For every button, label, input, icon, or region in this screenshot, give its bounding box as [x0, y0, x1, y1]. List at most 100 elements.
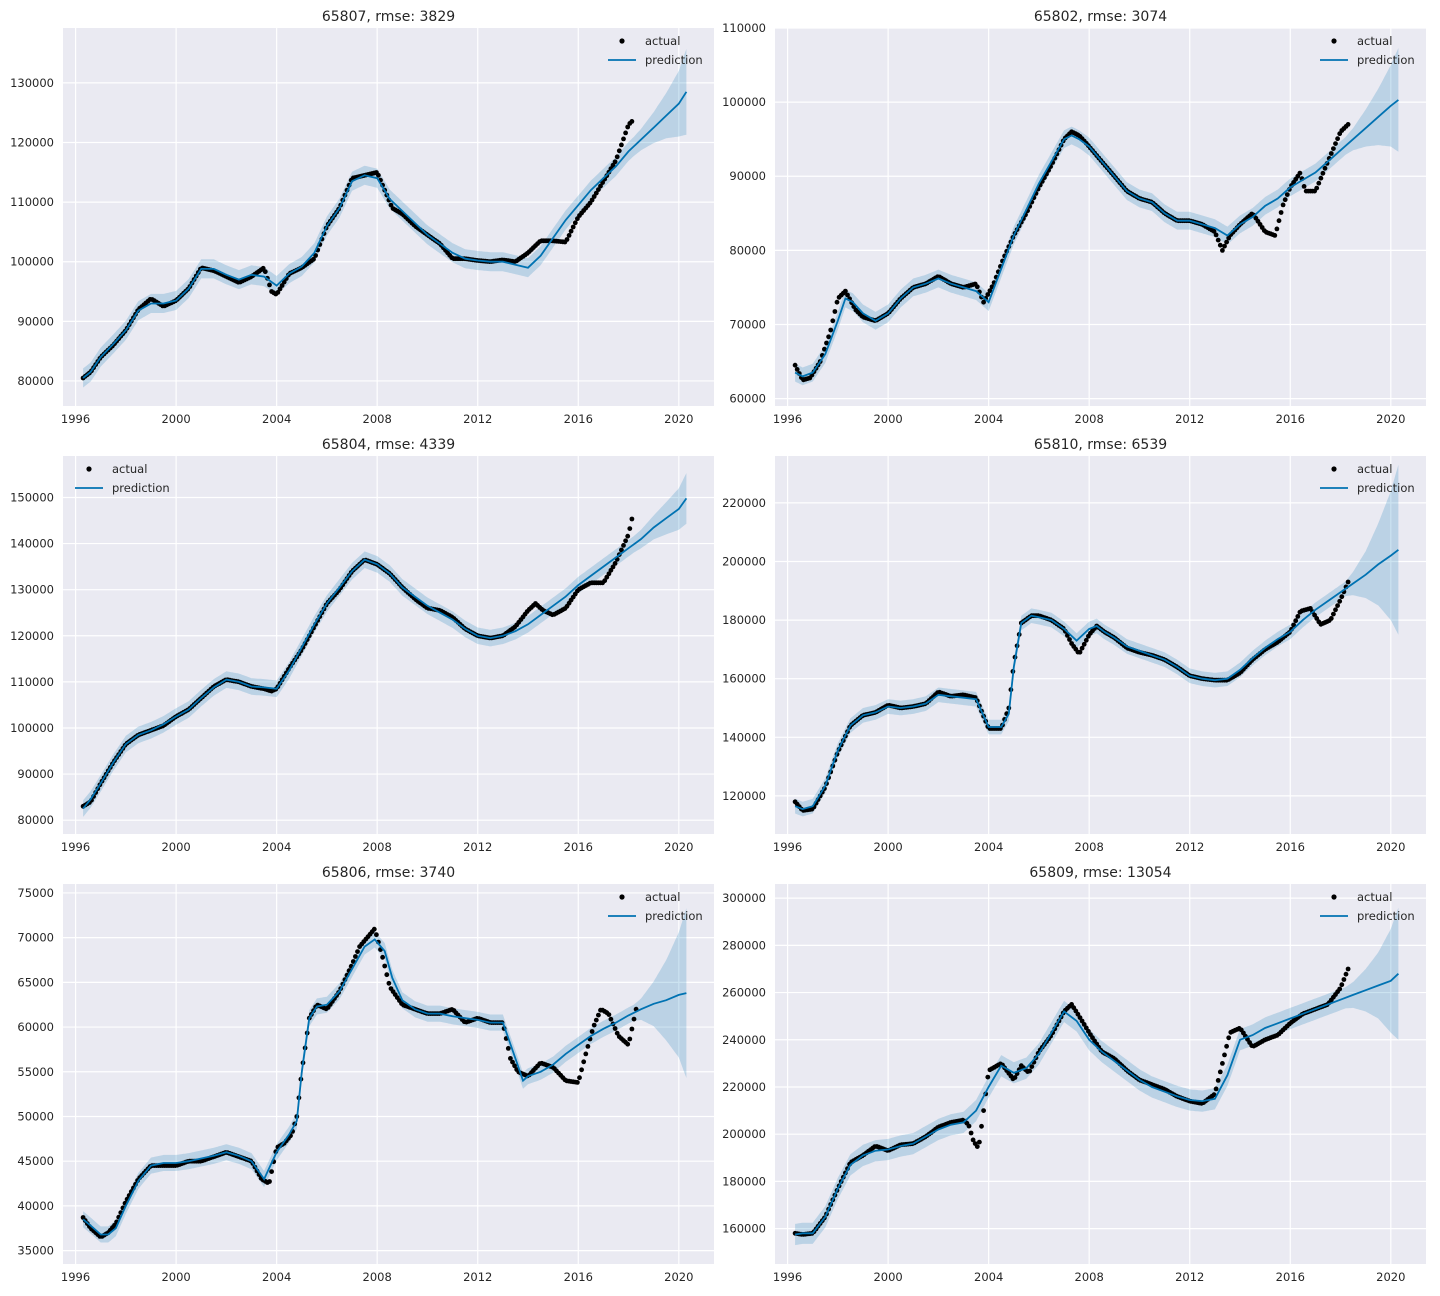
actual-point	[627, 526, 633, 531]
legend: actual prediction	[608, 890, 703, 923]
actual-point	[1301, 184, 1307, 189]
x-tick-label: 2016	[1276, 840, 1305, 854]
actual-point	[311, 256, 316, 262]
actual-point	[612, 159, 618, 165]
y-tick-label: 150000	[10, 490, 54, 504]
y-tick-label: 60000	[17, 1020, 54, 1034]
actual-point	[629, 1026, 635, 1032]
y-tick-label: 140000	[722, 730, 766, 744]
legend: actual prediction	[1320, 890, 1415, 923]
actual-point	[269, 1169, 274, 1174]
uncertainty-band	[83, 48, 687, 388]
actual-point	[1314, 185, 1320, 191]
y-tick-label: 140000	[10, 537, 54, 551]
prediction-line	[794, 549, 1399, 811]
actual-point	[1077, 649, 1083, 655]
actual-point	[1211, 1092, 1217, 1098]
actual-point	[623, 538, 628, 544]
actual-point	[1345, 579, 1351, 585]
y-tick-label: 45000	[17, 1154, 54, 1168]
actual-point	[596, 1012, 601, 1018]
actual-point	[1322, 165, 1328, 171]
x-tick-label: 2004	[262, 840, 291, 854]
actual-point	[384, 972, 390, 978]
chart-title: 65810, rmse: 6539	[1034, 437, 1167, 453]
actual-point	[985, 1074, 991, 1080]
actual-point	[1280, 202, 1286, 208]
x-tick-label: 2004	[974, 412, 1003, 426]
y-tick-label: 60000	[729, 392, 766, 406]
y-tick-label: 65000	[17, 975, 54, 989]
x-tick-label: 2012	[1175, 840, 1204, 854]
actual-point	[1211, 228, 1217, 234]
actual-point	[566, 233, 572, 238]
actual-point	[598, 183, 603, 189]
x-tick-label: 2012	[463, 1270, 492, 1284]
y-tick-label: 260000	[722, 986, 766, 1000]
y-tick-label: 70000	[17, 931, 54, 945]
chart-panel-2: 1996 2000 2004 2008 2012 2016 2020 80000 90000 10…	[10, 437, 714, 854]
legend-actual-label: actual	[645, 34, 680, 48]
y-tick-label: 120000	[10, 135, 54, 149]
x-tick-label: 1996	[773, 840, 802, 854]
actual-point	[826, 334, 831, 340]
chart-title: 65802, rmse: 3074	[1034, 9, 1167, 25]
actual-point	[1328, 616, 1334, 621]
y-tick-label: 110000	[722, 21, 766, 35]
actual-point	[612, 561, 618, 566]
y-tick-label: 220000	[722, 496, 766, 510]
x-tick-label: 2016	[564, 1270, 593, 1284]
actual-point	[623, 130, 628, 136]
y-tick-label: 120000	[10, 629, 54, 643]
y-tick-label: 130000	[10, 583, 54, 597]
y-tick-label: 160000	[722, 672, 766, 686]
actual-point	[974, 284, 980, 290]
x-tick-label: 2008	[363, 412, 392, 426]
actual-point	[579, 1067, 584, 1073]
chart-panel-0: 1996 2000 2004 2008 2012 2016 2020 80000 90000 10…	[10, 9, 714, 426]
chart-title: 65807, rmse: 3829	[322, 9, 455, 25]
actual-point	[1331, 146, 1336, 152]
actual-point	[313, 253, 318, 258]
actual-point	[1217, 1069, 1223, 1075]
actual-point	[262, 269, 268, 275]
actual-point	[564, 237, 570, 242]
actual-point	[505, 1046, 511, 1051]
actual-point	[600, 180, 605, 186]
actual-point	[1274, 226, 1280, 232]
actual-point	[1293, 618, 1299, 624]
plot-area	[63, 884, 714, 1264]
x-tick-label: 2000	[161, 840, 190, 854]
actual-point	[591, 1022, 597, 1028]
y-tick-label: 100000	[10, 721, 54, 735]
y-tick-label: 180000	[722, 1174, 766, 1188]
legend-actual-marker	[619, 894, 625, 900]
actual-point	[1081, 641, 1087, 647]
chart-panel-5: 1996 2000 2004 2008 2012 2016 2020 160000 180000…	[722, 865, 1426, 1284]
actual-point	[1215, 1078, 1221, 1083]
actual-point	[1213, 1086, 1219, 1092]
plot-area	[63, 456, 714, 834]
actual-point	[987, 288, 993, 294]
actual-point	[1224, 1043, 1229, 1049]
actual-point	[625, 124, 631, 130]
legend-actual-marker	[619, 38, 625, 44]
actual-point	[1067, 637, 1072, 642]
actual-point	[1027, 1068, 1033, 1074]
actual-point	[374, 932, 379, 938]
legend-actual-marker	[1331, 38, 1337, 44]
x-tick-label: 2016	[564, 840, 593, 854]
actual-point	[614, 1030, 620, 1036]
actual-point	[619, 142, 624, 148]
uncertainty-band	[83, 908, 687, 1243]
actual-point	[985, 292, 991, 297]
y-tick-label: 130000	[10, 76, 54, 90]
actual-point	[625, 533, 631, 539]
actual-point	[629, 119, 635, 124]
actual-point	[382, 963, 388, 969]
y-tick-label: 110000	[10, 675, 54, 689]
legend-actual-label: actual	[1357, 34, 1392, 48]
actual-point	[1213, 232, 1219, 238]
actual-point	[581, 1059, 587, 1065]
actual-point	[583, 1051, 589, 1057]
